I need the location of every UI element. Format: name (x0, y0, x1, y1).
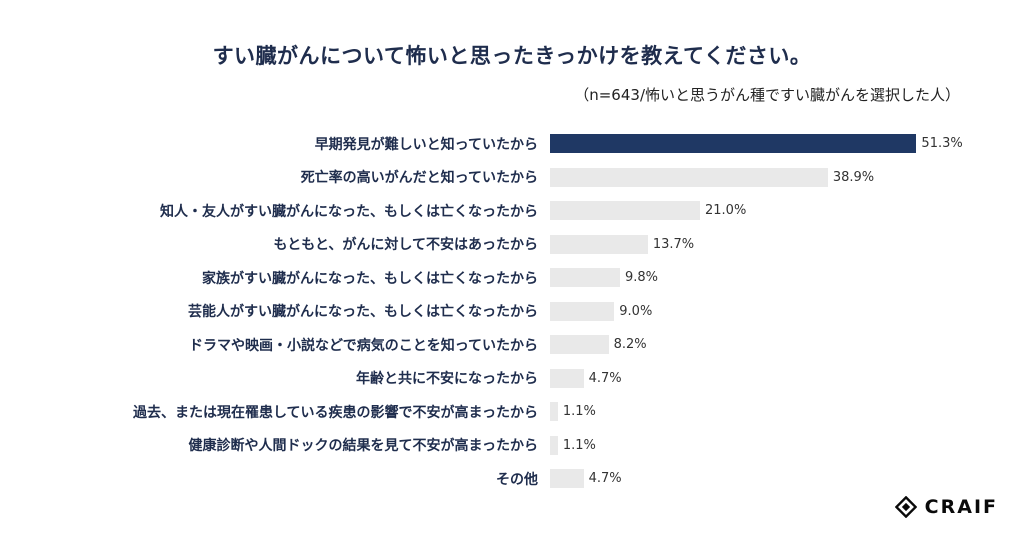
chart-row: ドラマや映画・小説などで病気のことを知っていたから 8.2% (0, 328, 1024, 362)
chart-row: 過去、または現在罹患している疾患の影響で不安が高まったから 1.1% (0, 395, 1024, 429)
value-label: 9.8% (625, 270, 659, 286)
bar-track: 1.1% (550, 435, 980, 455)
category-label: もともと、がんに対して不安はあったから (273, 237, 538, 254)
value-label: 1.1% (562, 404, 596, 420)
value-label: 4.7% (588, 471, 622, 487)
category-label: その他 (496, 471, 538, 488)
craif-logo: CRAIF (894, 496, 998, 518)
value-label: 8.2% (613, 337, 647, 353)
bar (550, 301, 615, 321)
bar (550, 368, 584, 388)
value-label: 21.0% (705, 203, 747, 219)
craif-diamond-icon (894, 496, 917, 518)
category-label: 知人・友人がすい臓がんになった、もしくは亡くなったから (160, 203, 538, 220)
chart-row: その他 4.7% (0, 462, 1024, 496)
value-label: 51.3% (921, 136, 963, 152)
bar-track: 9.0% (550, 301, 980, 321)
value-label: 4.7% (588, 370, 622, 386)
bar (550, 435, 558, 455)
chart-row: 死亡率の高いがんだと知っていたから 38.9% (0, 161, 1024, 195)
bar-track: 13.7% (550, 234, 980, 254)
bar (550, 167, 828, 187)
value-label: 1.1% (562, 437, 596, 453)
category-label: 芸能人がすい臓がんになった、もしくは亡くなったから (188, 304, 538, 321)
chart-title: すい臓がんについて怖いと思ったきっかけを教えてください。 (212, 44, 812, 68)
category-label: 過去、または現在罹患している疾患の影響で不安が高まったから (132, 404, 538, 421)
bar-track: 4.7% (550, 368, 980, 388)
bar (550, 201, 700, 221)
bar-chart: 早期発見が難しいと知っていたから 51.3% 死亡率の高いがんだと知っていたから… (0, 127, 1024, 496)
chart-row: 芸能人がすい臓がんになった、もしくは亡くなったから 9.0% (0, 295, 1024, 329)
category-label: ドラマや映画・小説などで病気のことを知っていたから (188, 337, 538, 354)
value-label: 38.9% (832, 169, 875, 185)
bar (550, 134, 917, 154)
bar (550, 469, 584, 489)
bar-track: 51.3% (550, 134, 980, 154)
bar-track: 8.2% (550, 335, 980, 355)
chart-row: 知人・友人がすい臓がんになった、もしくは亡くなったから 21.0% (0, 194, 1024, 228)
category-label: 健康診断や人間ドックの結果を見て不安が高まったから (188, 438, 538, 455)
bar (550, 268, 620, 288)
bar (550, 234, 648, 254)
value-label: 9.0% (619, 303, 653, 319)
bar-track: 9.8% (550, 268, 980, 288)
chart-row: もともと、がんに対して不安はあったから 13.7% (0, 228, 1024, 262)
category-label: 家族がすい臓がんになった、もしくは亡くなったから (202, 270, 538, 287)
bar-track: 21.0% (550, 201, 980, 221)
bar-track: 38.9% (550, 167, 980, 187)
craif-logo-text: CRAIF (924, 496, 998, 518)
category-label: 死亡率の高いがんだと知っていたから (300, 170, 538, 187)
chart-row: 早期発見が難しいと知っていたから 51.3% (0, 127, 1024, 161)
chart-subtitle: （n=643/怖いと思うがん種ですい臓がんを選択した人） (574, 86, 960, 104)
bar (550, 335, 609, 355)
bar-track: 1.1% (550, 402, 980, 422)
category-label: 早期発見が難しいと知っていたから (314, 136, 538, 153)
value-label: 13.7% (652, 236, 695, 252)
bar (550, 402, 558, 422)
chart-row: 健康診断や人間ドックの結果を見て不安が高まったから 1.1% (0, 429, 1024, 463)
chart-row: 家族がすい臓がんになった、もしくは亡くなったから 9.8% (0, 261, 1024, 295)
bar-track: 4.7% (550, 469, 980, 489)
chart-row: 年齢と共に不安になったから 4.7% (0, 362, 1024, 396)
category-label: 年齢と共に不安になったから (356, 371, 538, 388)
